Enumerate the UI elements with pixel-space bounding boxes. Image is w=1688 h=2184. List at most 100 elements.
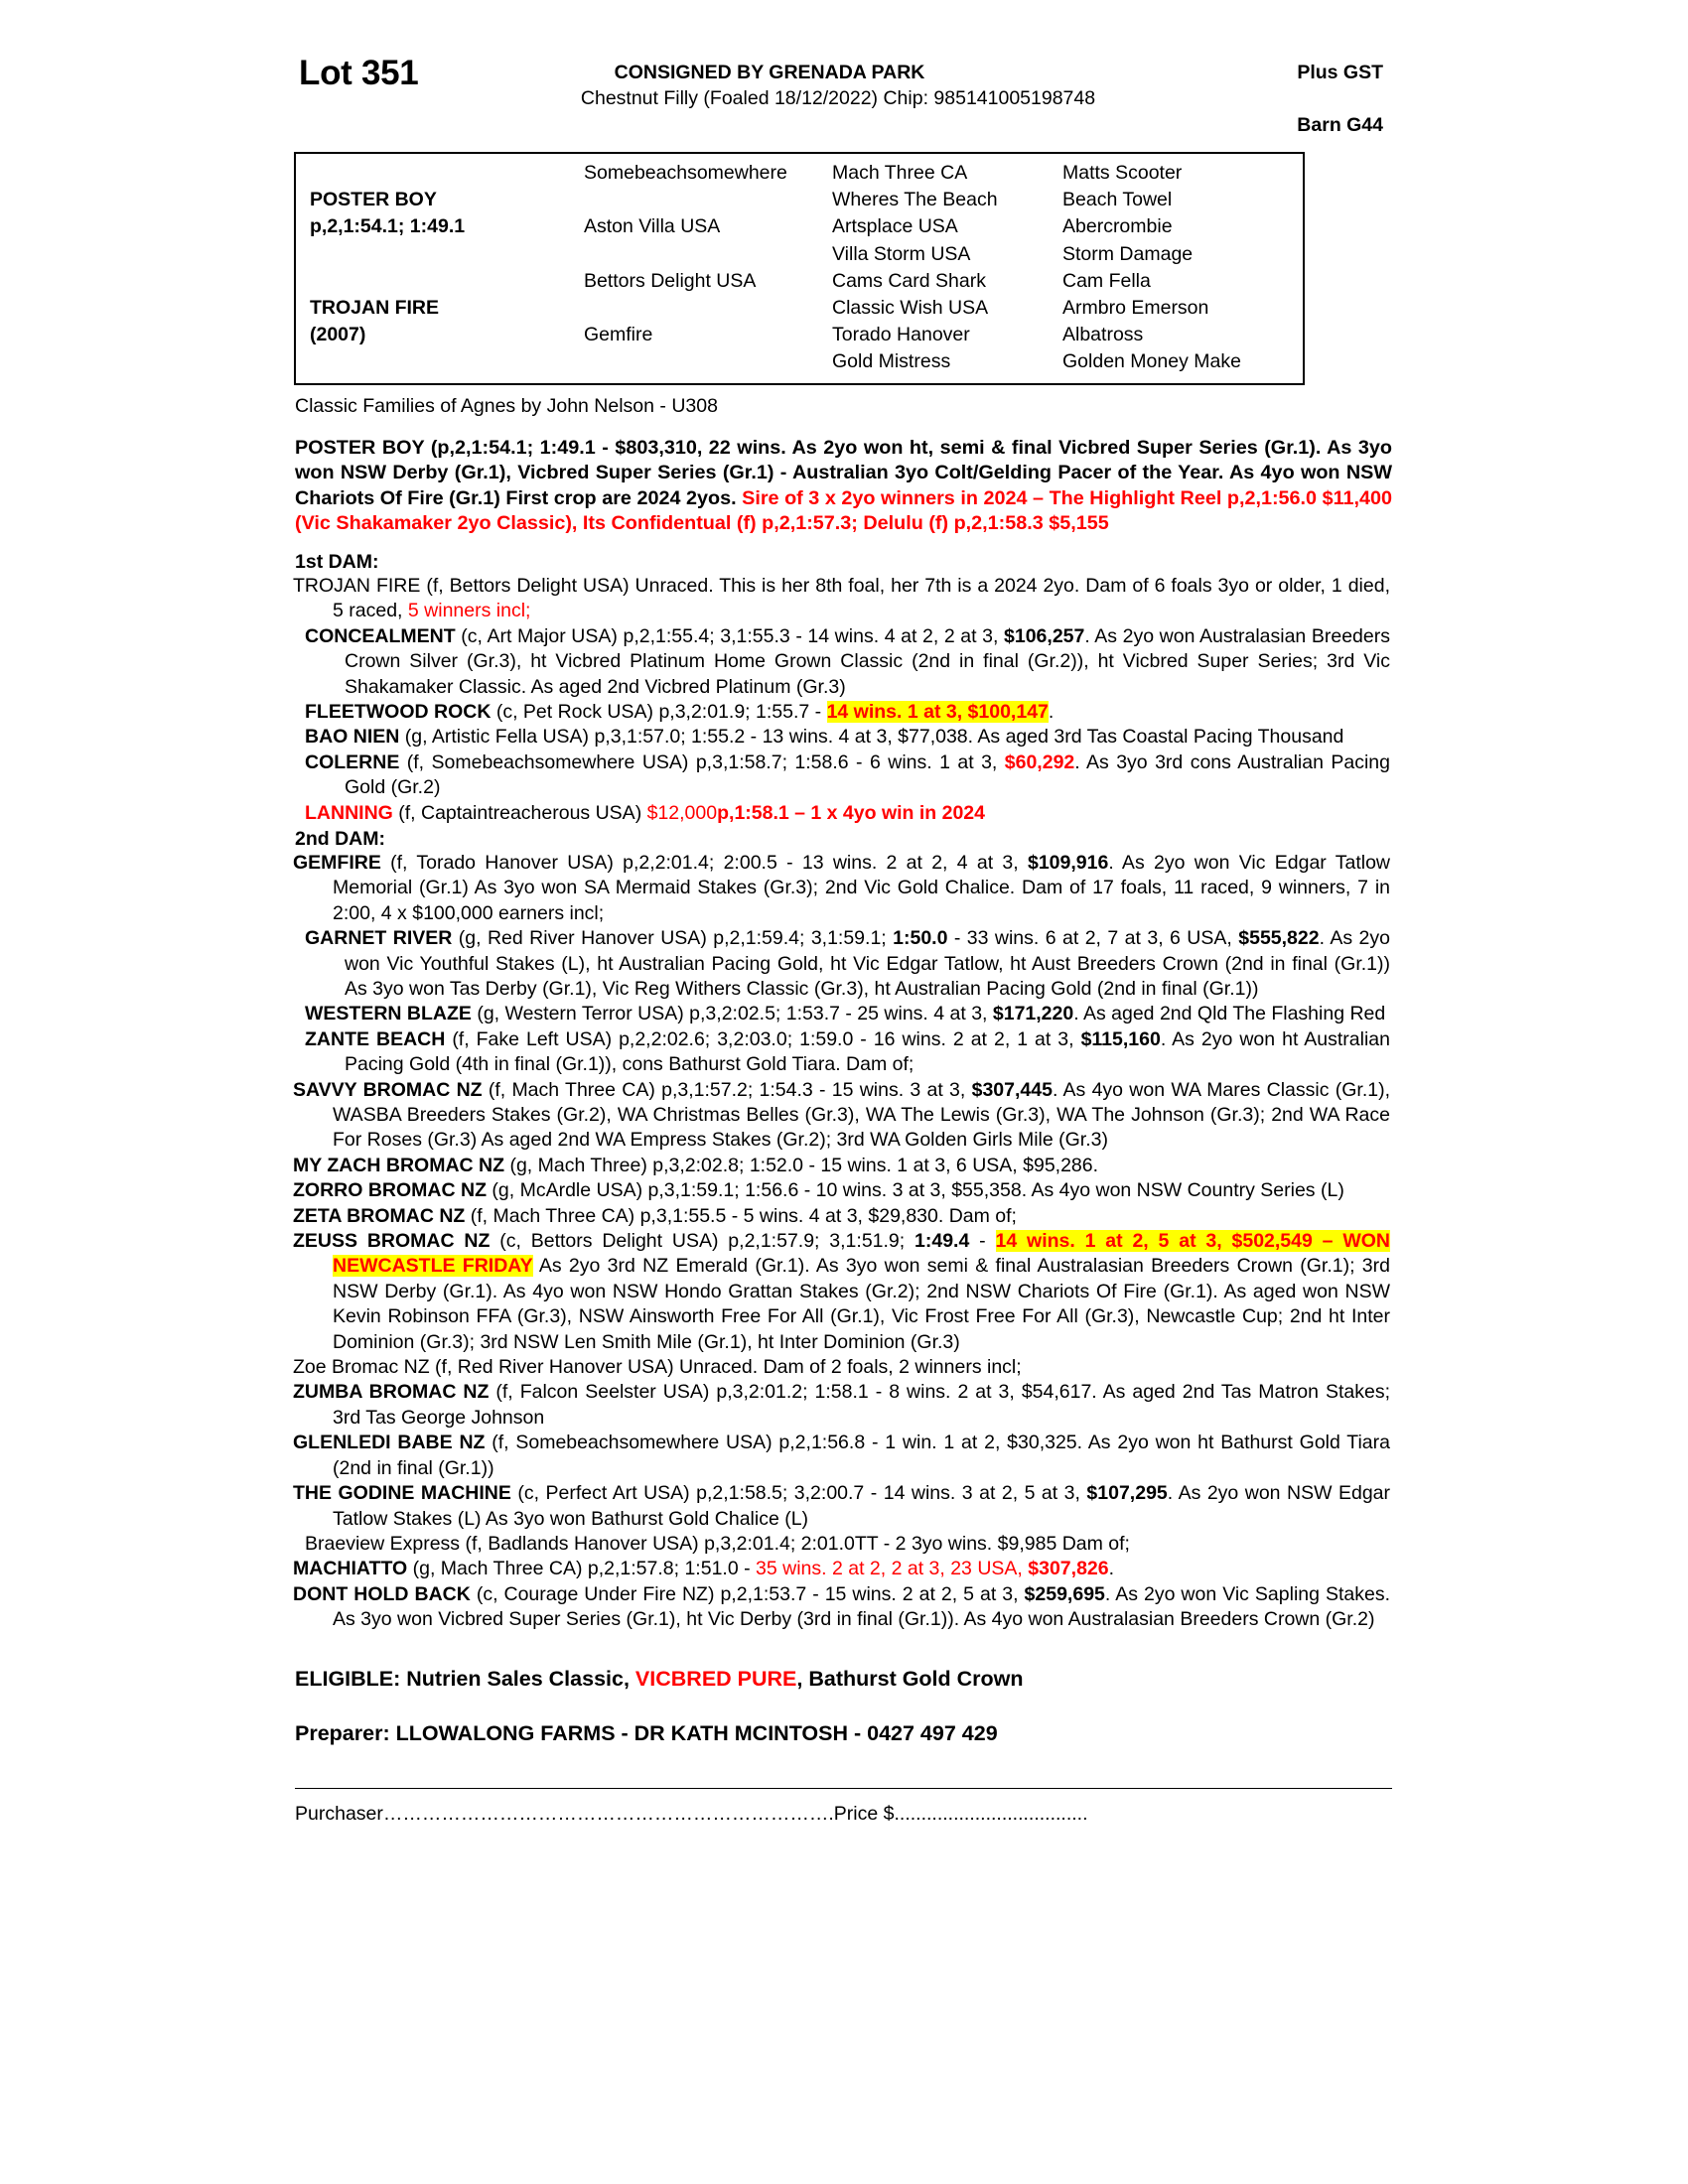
pedigree-gen4-cell: Storm Damage — [1062, 242, 1194, 265]
pedigree-gen4-cell: Matts Scooter — [1062, 162, 1183, 184]
pedigree-gen3-cell: Artsplace USA — [832, 215, 958, 238]
progeny-name: LANNING — [305, 801, 393, 824]
first-dam-progeny-list: CONCEALMENT (c, Art Major USA) p,2,1:55.… — [293, 624, 1395, 826]
progeny-entry: THE GODINE MACHINE (c, Perfect Art USA) … — [293, 1481, 1390, 1532]
progeny-earnings: $259,695 — [1024, 1582, 1105, 1605]
first-dam-intro-red: 5 winners incl; — [407, 600, 531, 622]
pedigree-col-gen4: Matts Scooter Beach Towel Abercrombie St… — [1062, 160, 1293, 376]
sire-summary: POSTER BOY (p,2,1:54.1; 1:49.1 - $803,31… — [295, 436, 1392, 537]
progeny-earnings: $171,220 — [992, 1003, 1074, 1025]
progeny-entry: ZORRO BROMAC NZ (g, McArdle USA) p,3,1:5… — [293, 1178, 1390, 1203]
first-dam-intro-text: TROJAN FIRE (f, Bettors Delight USA) Unr… — [293, 574, 1390, 622]
progeny-earnings: $307,445 — [971, 1078, 1053, 1101]
pedigree-gen3-cell: Torado Hanover — [832, 324, 970, 346]
progeny-details-mid: - 33 wins. 6 at 2, 7 at 3, 6 USA, — [947, 927, 1239, 950]
progeny-name: Zoe Bromac NZ — [293, 1356, 430, 1379]
progeny-name: GARNET RIVER — [305, 927, 453, 950]
second-dam-heading: 2nd DAM: — [295, 827, 385, 850]
progeny-name: THE GODINE MACHINE — [293, 1482, 511, 1505]
consignor-label: CONSIGNED BY GRENADA PARK — [614, 62, 925, 83]
progeny-red-bold: p,1:58.1 – 1 x 4yo win in 2024 — [717, 801, 985, 824]
progeny-entry: DONT HOLD BACK (c, Courage Under Fire NZ… — [293, 1582, 1390, 1633]
pedigree-gen2-cell: Gemfire — [584, 324, 653, 346]
progeny-entry: ZUMBA BROMAC NZ (f, Falcon Seelster USA)… — [293, 1380, 1390, 1431]
eligible-line: ELIGIBLE: Nutrien Sales Classic, VICBRED… — [295, 1667, 1395, 1692]
progeny-details: (g, Mach Three) p,3,2:02.8; 1:52.0 - 15 … — [504, 1154, 1099, 1176]
sire-record: p,2,1:54.1; 1:49.1 — [310, 215, 466, 238]
progeny-name: DONT HOLD BACK — [293, 1582, 471, 1605]
progeny-earnings: $115,160 — [1080, 1027, 1161, 1050]
progeny-name: ZEUSS BROMAC NZ — [293, 1230, 491, 1253]
second-dam-pre: (f, Torado Hanover USA) p,2,2:01.4; 2:00… — [380, 851, 1028, 874]
progeny-name: WESTERN BLAZE — [305, 1003, 472, 1025]
progeny-earnings: $555,822 — [1238, 927, 1320, 950]
second-dam-post: . As 2yo won Vic Edgar Tatlow Memorial (… — [333, 851, 1390, 924]
second-dam-name: GEMFIRE — [293, 851, 381, 874]
progeny-details: (f, Mach Three CA) p,3,1:55.5 - 5 wins. … — [465, 1204, 1017, 1227]
progeny-details: (c, Art Major USA) p,2,1:55.4; 3,1:55.3 … — [455, 624, 1005, 647]
pedigree-gen3-cell: Gold Mistress — [832, 350, 951, 373]
pedigree-gen4-cell: Beach Towel — [1062, 189, 1173, 211]
pedigree-col-gen2: Somebeachsomewhere Aston Villa USA Betto… — [584, 160, 832, 376]
progeny-details: (c, Courage Under Fire NZ) p,2,1:53.7 - … — [470, 1582, 1025, 1605]
first-dam-heading: 1st DAM: — [295, 550, 379, 573]
progeny-entry: ZANTE BEACH (f, Fake Left USA) p,2,2:02.… — [293, 1027, 1390, 1078]
progeny-entry: FLEETWOOD ROCK (c, Pet Rock USA) p,3,2:0… — [293, 700, 1390, 725]
progeny-name: BAO NIEN — [305, 726, 400, 749]
pedigree-gen4-cell: Golden Money Make — [1062, 350, 1241, 373]
progeny-record-time: 1:49.4 — [914, 1230, 970, 1253]
pedigree-col-gen3: Mach Three CA Wheres The Beach Artsplace… — [832, 160, 1062, 376]
horse-description: Chestnut Filly (Foaled 18/12/2022) Chip:… — [580, 87, 1096, 109]
progeny-post: . As 2yo won Vic Sapling Stakes. As 3yo … — [333, 1582, 1391, 1631]
sire-summary-black: POSTER BOY (p,2,1:54.1; 1:49.1 - $803,31… — [295, 436, 1392, 509]
progeny-post: . — [1108, 1558, 1115, 1580]
dam-name: TROJAN FIRE — [310, 296, 440, 319]
progeny-entry: ZETA BROMAC NZ (f, Mach Three CA) p,3,1:… — [293, 1204, 1390, 1229]
progeny-details: (f, Red River Hanover USA) Unraced. Dam … — [429, 1356, 1022, 1379]
pedigree-gen2-cell: Aston Villa USA — [584, 215, 721, 238]
progeny-name: ZUMBA BROMAC NZ — [293, 1381, 490, 1404]
second-dam-earnings: $109,916 — [1027, 851, 1109, 874]
plus-gst-label: Plus GST — [1297, 62, 1383, 83]
progeny-entry: COLERNE (f, Somebeachsomewhere USA) p,3,… — [293, 751, 1390, 801]
progeny-details: (c, Pet Rock USA) p,3,2:01.9; 1:55.7 - — [491, 700, 827, 723]
progeny-entry: GARNET RIVER (g, Red River Hanover USA) … — [293, 926, 1390, 1002]
progeny-post: . As 2yo won Vic Youthful Stakes (L), ht… — [345, 927, 1390, 1000]
pedigree-gen4-cell: Abercrombie — [1062, 215, 1173, 238]
pedigree-gen3-cell: Cams Card Shark — [832, 269, 986, 292]
dam-year: (2007) — [310, 324, 366, 346]
progeny-name: ZORRO BROMAC NZ — [293, 1179, 487, 1202]
progeny-details: (c, Perfect Art USA) p,2,1:58.5; 3,2:00.… — [510, 1482, 1087, 1505]
lot-number: Lot 351 — [299, 54, 419, 92]
progeny-details: (g, McArdle USA) p,3,1:59.1; 1:56.6 - 10… — [486, 1179, 1344, 1202]
pedigree-gen4-cell: Armbro Emerson — [1062, 296, 1209, 319]
progeny-entry: MY ZACH BROMAC NZ (g, Mach Three) p,3,2:… — [293, 1154, 1390, 1178]
progeny-details-mid: - — [969, 1230, 996, 1253]
progeny-name: ZETA BROMAC NZ — [293, 1204, 466, 1227]
progeny-entry: CONCEALMENT (c, Art Major USA) p,2,1:55.… — [293, 624, 1390, 700]
progeny-post: As 2yo 3rd NZ Emerald (Gr.1). As 3yo won… — [333, 1255, 1390, 1353]
progeny-red-text: $12,000 — [646, 801, 718, 824]
first-dam-intro: TROJAN FIRE (f, Bettors Delight USA) Unr… — [293, 574, 1390, 624]
progeny-details: (f, Badlands Hanover USA) p,3,2:01.4; 2:… — [460, 1532, 1130, 1555]
progeny-post: . As aged 2nd Qld The Flashing Red — [1073, 1003, 1386, 1025]
eligible-post: , Bathurst Gold Crown — [796, 1666, 1024, 1691]
progeny-name: CONCEALMENT — [305, 624, 456, 647]
sire-summary-red: Sire of 3 x 2yo winners in 2024 – The Hi… — [295, 486, 1393, 535]
pedigree-table: POSTER BOY p,2,1:54.1; 1:49.1 TROJAN FIR… — [294, 152, 1305, 385]
progeny-details: (f, Captaintreacherous USA) — [392, 801, 647, 824]
progeny-details: (g, Artistic Fella USA) p,3,1:57.0; 1:55… — [399, 726, 1344, 749]
pedigree-gen4-cell: Albatross — [1062, 324, 1144, 346]
progeny-name: ZANTE BEACH — [305, 1027, 446, 1050]
progeny-earnings: $107,295 — [1086, 1482, 1168, 1505]
progeny-name: GLENLEDI BABE NZ — [293, 1432, 486, 1454]
progeny-details: (c, Bettors Delight USA) p,2,1:57.9; 3,1… — [490, 1230, 915, 1253]
preparer-line: Preparer: LLOWALONG FARMS - DR KATH MCIN… — [295, 1720, 998, 1745]
progeny-entry: BAO NIEN (g, Artistic Fella USA) p,3,1:5… — [293, 725, 1390, 750]
pedigree-gen2-cell: Somebeachsomewhere — [584, 162, 787, 184]
pedigree-gen3-cell: Wheres The Beach — [832, 189, 998, 211]
progeny-name: FLEETWOOD ROCK — [305, 700, 492, 723]
progeny-entry: MACHIATTO (g, Mach Three CA) p,2,1:57.8;… — [293, 1557, 1390, 1581]
pedigree-gen2-cell: Bettors Delight USA — [584, 269, 757, 292]
pedigree-gen4-cell: Cam Fella — [1062, 269, 1151, 292]
